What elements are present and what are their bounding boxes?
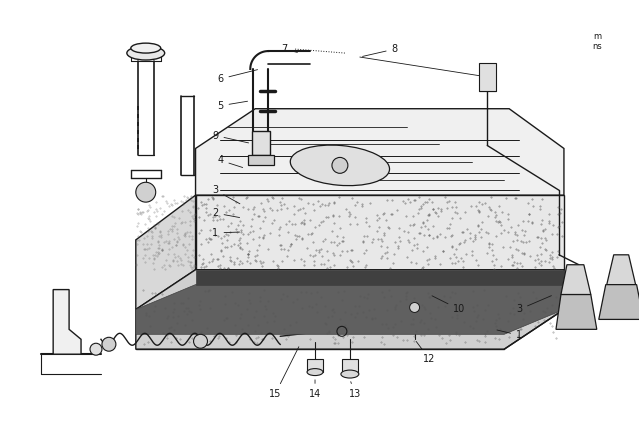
Ellipse shape	[307, 369, 323, 375]
Text: 1: 1	[497, 330, 522, 340]
Polygon shape	[252, 130, 270, 155]
Text: 3: 3	[516, 296, 552, 314]
Polygon shape	[136, 270, 564, 349]
Circle shape	[90, 343, 102, 355]
Ellipse shape	[127, 46, 164, 60]
Text: 3: 3	[212, 185, 240, 204]
Polygon shape	[479, 63, 496, 91]
Ellipse shape	[341, 370, 359, 378]
Text: 5: 5	[218, 101, 248, 111]
Polygon shape	[248, 155, 274, 165]
Text: 14: 14	[309, 380, 321, 399]
Text: 15: 15	[269, 347, 299, 399]
Text: 4: 4	[218, 155, 243, 168]
Text: 8: 8	[362, 44, 397, 56]
Circle shape	[193, 334, 207, 348]
Polygon shape	[196, 109, 564, 195]
Polygon shape	[136, 195, 196, 310]
Polygon shape	[53, 289, 81, 354]
Text: 12: 12	[416, 341, 436, 364]
Text: 2: 2	[212, 208, 239, 218]
Text: 10: 10	[432, 296, 465, 314]
Text: 9: 9	[212, 130, 248, 143]
Polygon shape	[599, 284, 640, 319]
Polygon shape	[136, 284, 564, 334]
Circle shape	[136, 182, 156, 202]
Text: 7: 7	[281, 44, 298, 54]
Circle shape	[332, 157, 348, 173]
Text: 1: 1	[212, 228, 239, 238]
Polygon shape	[607, 255, 636, 284]
Ellipse shape	[291, 145, 390, 185]
Polygon shape	[556, 294, 596, 329]
Polygon shape	[342, 359, 358, 374]
Text: 13: 13	[349, 382, 361, 399]
Polygon shape	[196, 195, 564, 270]
Polygon shape	[561, 265, 591, 294]
Polygon shape	[196, 270, 564, 284]
Circle shape	[102, 337, 116, 351]
Text: m
ns: m ns	[592, 32, 602, 51]
Circle shape	[410, 302, 420, 312]
Ellipse shape	[131, 43, 161, 53]
Polygon shape	[307, 359, 323, 372]
Text: 6: 6	[218, 69, 257, 84]
